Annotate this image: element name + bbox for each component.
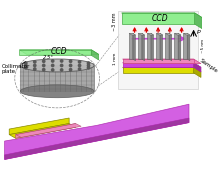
Polygon shape: [133, 33, 136, 61]
Polygon shape: [123, 63, 194, 67]
Polygon shape: [123, 59, 194, 63]
Polygon shape: [138, 33, 142, 59]
Circle shape: [78, 61, 81, 63]
Polygon shape: [178, 33, 181, 61]
Polygon shape: [123, 63, 201, 67]
Polygon shape: [147, 33, 151, 59]
Circle shape: [42, 68, 45, 71]
Text: 1 mm: 1 mm: [113, 53, 117, 65]
Polygon shape: [194, 63, 201, 72]
Polygon shape: [123, 59, 201, 64]
Polygon shape: [20, 65, 94, 91]
Polygon shape: [142, 33, 145, 61]
Circle shape: [34, 68, 36, 70]
Polygon shape: [122, 13, 194, 24]
Circle shape: [87, 64, 90, 67]
Polygon shape: [9, 124, 76, 138]
Text: ~3 mm: ~3 mm: [112, 13, 117, 31]
Circle shape: [69, 60, 72, 62]
Polygon shape: [83, 118, 189, 144]
Circle shape: [87, 67, 90, 69]
Text: CCD: CCD: [51, 47, 67, 56]
Circle shape: [60, 64, 63, 67]
Polygon shape: [194, 67, 201, 77]
Polygon shape: [19, 50, 99, 54]
Polygon shape: [123, 67, 201, 72]
Polygon shape: [165, 33, 169, 59]
Polygon shape: [147, 33, 154, 35]
Circle shape: [25, 67, 27, 69]
Circle shape: [78, 68, 81, 70]
Circle shape: [69, 68, 72, 71]
Polygon shape: [129, 33, 136, 35]
Text: p: p: [196, 29, 200, 34]
Text: CCD: CCD: [152, 14, 168, 23]
Polygon shape: [174, 33, 178, 59]
Circle shape: [25, 64, 27, 67]
Polygon shape: [16, 124, 76, 138]
Polygon shape: [187, 33, 190, 61]
Polygon shape: [165, 33, 172, 35]
Circle shape: [34, 61, 36, 63]
Polygon shape: [194, 13, 202, 29]
Polygon shape: [156, 33, 163, 35]
Circle shape: [51, 69, 54, 71]
Circle shape: [69, 64, 72, 67]
Circle shape: [60, 69, 63, 71]
Polygon shape: [16, 124, 81, 137]
Polygon shape: [129, 33, 133, 59]
Polygon shape: [5, 139, 83, 160]
Text: Collimator: Collimator: [2, 64, 30, 69]
Circle shape: [60, 60, 63, 62]
Text: Sample: Sample: [199, 57, 219, 74]
Polygon shape: [174, 33, 181, 35]
Circle shape: [51, 60, 54, 62]
Ellipse shape: [20, 59, 94, 72]
Polygon shape: [91, 50, 99, 60]
Circle shape: [87, 62, 90, 64]
Polygon shape: [184, 33, 190, 35]
Polygon shape: [169, 33, 172, 61]
Text: 2.5°: 2.5°: [43, 55, 54, 60]
Polygon shape: [19, 50, 91, 55]
Ellipse shape: [20, 85, 94, 98]
Polygon shape: [122, 13, 202, 18]
Text: ~5 nm: ~5 nm: [201, 39, 205, 53]
Polygon shape: [123, 67, 194, 73]
Circle shape: [42, 60, 45, 62]
Circle shape: [51, 64, 54, 67]
Polygon shape: [118, 11, 198, 89]
Polygon shape: [184, 33, 187, 59]
Polygon shape: [138, 33, 145, 35]
Polygon shape: [5, 104, 189, 160]
Polygon shape: [156, 33, 160, 59]
Polygon shape: [151, 33, 154, 61]
Circle shape: [42, 64, 45, 67]
Circle shape: [34, 64, 36, 67]
Circle shape: [78, 64, 81, 67]
Polygon shape: [9, 118, 69, 135]
Circle shape: [25, 62, 27, 64]
Polygon shape: [160, 33, 163, 61]
Text: plate: plate: [2, 69, 16, 74]
